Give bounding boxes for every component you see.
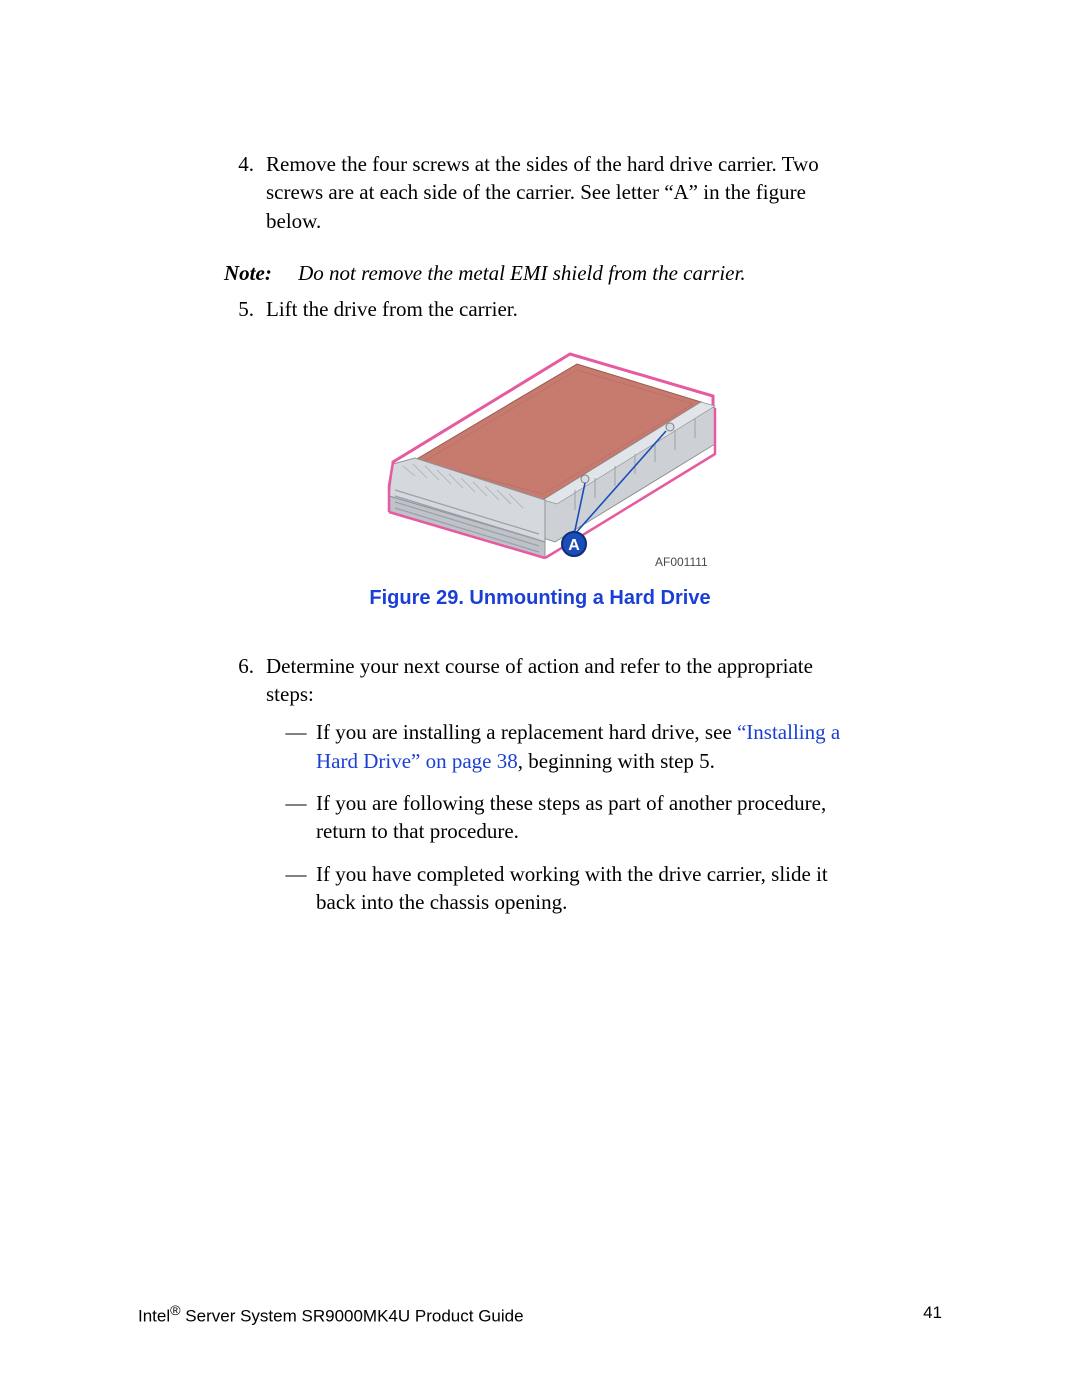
figure-af-label: AF001111 <box>655 555 708 569</box>
step-6-text: Determine your next course of action and… <box>266 652 856 931</box>
callout-a-letter: A <box>568 537 580 554</box>
substep-c-dash: — <box>266 860 316 917</box>
step-6-lead: Determine your next course of action and… <box>266 654 813 706</box>
hard-drive-diagram-icon: A AF001111 <box>355 352 725 577</box>
note-text: Do not remove the metal EMI shield from … <box>298 261 746 285</box>
footer-page-number: 41 <box>923 1303 942 1323</box>
step-6: 6. Determine your next course of action … <box>224 652 856 931</box>
footer-brand: Intel <box>138 1307 170 1326</box>
substep-b-text: If you are following these steps as part… <box>316 789 856 846</box>
substep-a-post: , beginning with step 5. <box>518 749 715 773</box>
step-6-sublist: — If you are installing a replacement ha… <box>266 718 856 916</box>
substep-b-dash: — <box>266 789 316 846</box>
step-5: 5. Lift the drive from the carrier. <box>224 295 856 323</box>
step-6-number: 6. <box>224 652 266 931</box>
note-label: Note: <box>224 261 272 285</box>
substep-a: — If you are installing a replacement ha… <box>266 718 856 775</box>
step-5-text: Lift the drive from the carrier. <box>266 295 856 323</box>
substep-c-text: If you have completed working with the d… <box>316 860 856 917</box>
step-5-number: 5. <box>224 295 266 323</box>
footer-title: Server System SR9000MK4U Product Guide <box>181 1307 524 1326</box>
callout-a: A <box>562 532 586 556</box>
substep-b: — If you are following these steps as pa… <box>266 789 856 846</box>
substep-a-text: If you are installing a replacement hard… <box>316 718 856 775</box>
note-line: Note: Do not remove the metal EMI shield… <box>224 259 856 287</box>
substep-c: — If you have completed working with the… <box>266 860 856 917</box>
page-footer: Intel® Server System SR9000MK4U Product … <box>138 1303 942 1327</box>
figure-29: A AF001111 <box>224 352 856 577</box>
footer-registered-icon: ® <box>170 1303 180 1319</box>
step-4-number: 4. <box>224 150 266 235</box>
document-page: 4. Remove the four screws at the sides o… <box>0 0 1080 1397</box>
substep-a-pre: If you are installing a replacement hard… <box>316 720 737 744</box>
substep-a-dash: — <box>266 718 316 775</box>
step-4-text: Remove the four screws at the sides of t… <box>266 150 856 235</box>
figure-29-caption: Figure 29. Unmounting a Hard Drive <box>224 587 856 610</box>
step-4: 4. Remove the four screws at the sides o… <box>224 150 856 235</box>
